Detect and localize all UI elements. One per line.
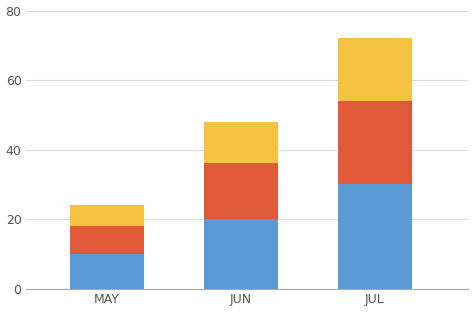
Bar	[338, 184, 411, 289]
Bar	[204, 163, 278, 219]
Bar	[204, 219, 278, 289]
Bar	[204, 122, 278, 163]
Bar	[70, 254, 144, 289]
Bar	[338, 101, 411, 184]
Bar	[70, 205, 144, 226]
Bar	[338, 38, 411, 101]
Bar	[70, 226, 144, 254]
